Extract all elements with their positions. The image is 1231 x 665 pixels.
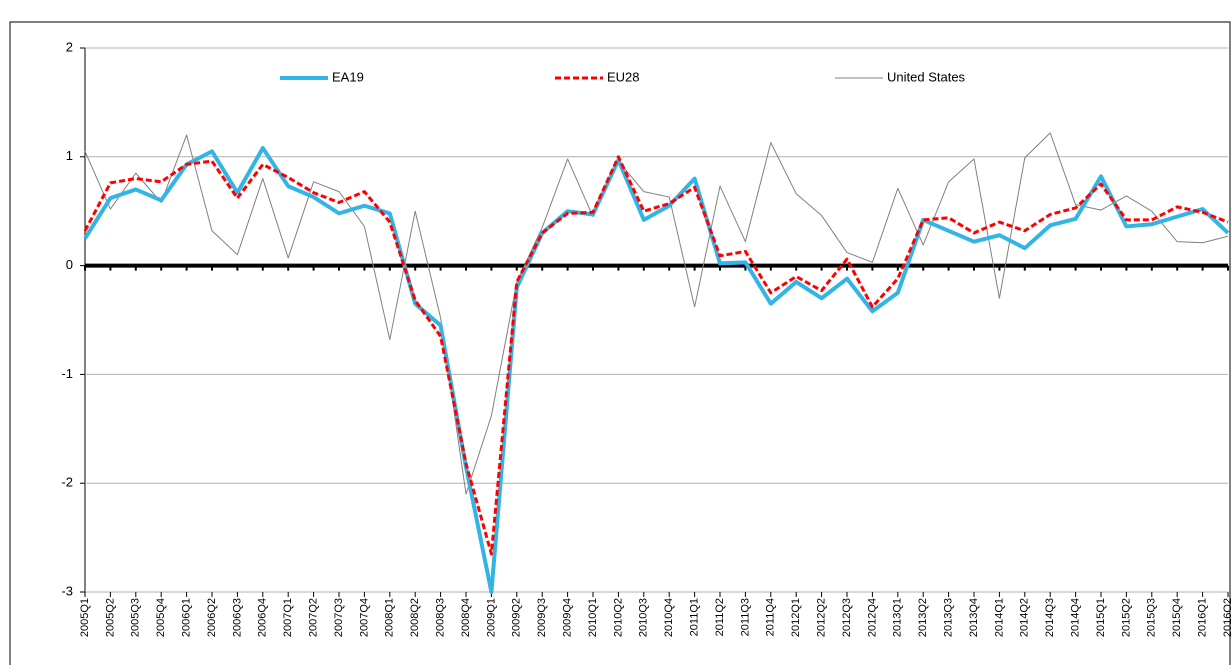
y-tick-label: 2 bbox=[66, 39, 73, 54]
x-tick-label: 2013Q2 bbox=[917, 598, 929, 637]
x-tick-label: 2007Q4 bbox=[358, 598, 370, 637]
x-tick-label: 2006Q4 bbox=[257, 598, 269, 637]
x-tick-label: 2013Q1 bbox=[892, 598, 904, 637]
x-tick-label: 2009Q2 bbox=[511, 598, 523, 637]
x-tick-label: 2005Q1 bbox=[79, 598, 91, 637]
x-tick-label: 2014Q4 bbox=[1070, 598, 1082, 637]
x-tick-label: 2005Q4 bbox=[155, 598, 167, 637]
x-tick-label: 2013Q3 bbox=[943, 598, 955, 637]
x-tick-label: 2008Q4 bbox=[460, 598, 472, 637]
x-tick-label: 2011Q4 bbox=[765, 598, 777, 636]
x-tick-label: 2010Q4 bbox=[663, 598, 675, 637]
x-tick-label: 2013Q4 bbox=[968, 598, 980, 637]
x-tick-label: 2011Q1 bbox=[689, 598, 701, 636]
x-tick-label: 2005Q2 bbox=[104, 598, 116, 637]
x-tick-label: 2010Q2 bbox=[612, 598, 624, 637]
series-line bbox=[83, 155, 1229, 556]
series-line bbox=[83, 146, 1230, 594]
y-tick-label: -2 bbox=[61, 475, 73, 490]
frame bbox=[9, 21, 1231, 665]
x-tick-label: 2016Q1 bbox=[1197, 598, 1209, 637]
x-tick-label: 2009Q3 bbox=[536, 598, 548, 637]
x-tick-label: 2008Q2 bbox=[409, 598, 421, 637]
x-tick-label: 2006Q2 bbox=[206, 598, 218, 637]
x-tick-label: 2009Q4 bbox=[562, 598, 574, 637]
x-tick-label: 2011Q2 bbox=[714, 598, 726, 636]
x-tick-label: 2006Q1 bbox=[181, 598, 193, 637]
y-tick-label: 0 bbox=[66, 257, 73, 272]
x-tick-label: 2008Q1 bbox=[384, 598, 396, 637]
x-tick-label: 2012Q2 bbox=[816, 598, 828, 637]
x-tick-label: 2015Q3 bbox=[1146, 598, 1158, 637]
x-tick-label: 2008Q3 bbox=[435, 598, 447, 637]
x-tick-label: 2016Q2 bbox=[1222, 598, 1231, 637]
x-tick-label: 2015Q4 bbox=[1171, 598, 1183, 637]
x-tick-label: 2015Q2 bbox=[1120, 598, 1132, 637]
y-tick-label: 1 bbox=[66, 148, 73, 163]
x-tick-label: 2011Q3 bbox=[739, 598, 751, 636]
x-tick-label: 2015Q1 bbox=[1095, 598, 1107, 637]
x-tick-label: 2012Q4 bbox=[866, 598, 878, 637]
x-tick-label: 2010Q1 bbox=[587, 598, 599, 637]
x-tick-label: 2007Q1 bbox=[282, 598, 294, 637]
legend-label: EU28 bbox=[607, 69, 640, 84]
legend-label: United States bbox=[887, 69, 966, 84]
x-tick-label: 2007Q2 bbox=[308, 598, 320, 637]
x-tick-label: 2005Q3 bbox=[130, 598, 142, 637]
x-tick-label: 2014Q3 bbox=[1044, 598, 1056, 637]
y-tick-label: -3 bbox=[61, 583, 73, 598]
x-tick-label: 2012Q3 bbox=[841, 598, 853, 637]
series-line bbox=[84, 132, 1229, 495]
x-tick-label: 2009Q1 bbox=[485, 598, 497, 637]
x-tick-label: 2014Q1 bbox=[993, 598, 1005, 637]
x-tick-label: 2006Q3 bbox=[231, 598, 243, 637]
x-tick-label: 2007Q3 bbox=[333, 598, 345, 637]
legend-label: EA19 bbox=[332, 69, 364, 84]
x-tick-label: 2010Q3 bbox=[638, 598, 650, 637]
x-tick-label: 2012Q1 bbox=[790, 598, 802, 637]
x-tick-label: 2014Q2 bbox=[1019, 598, 1031, 637]
y-tick-label: -1 bbox=[61, 366, 73, 381]
